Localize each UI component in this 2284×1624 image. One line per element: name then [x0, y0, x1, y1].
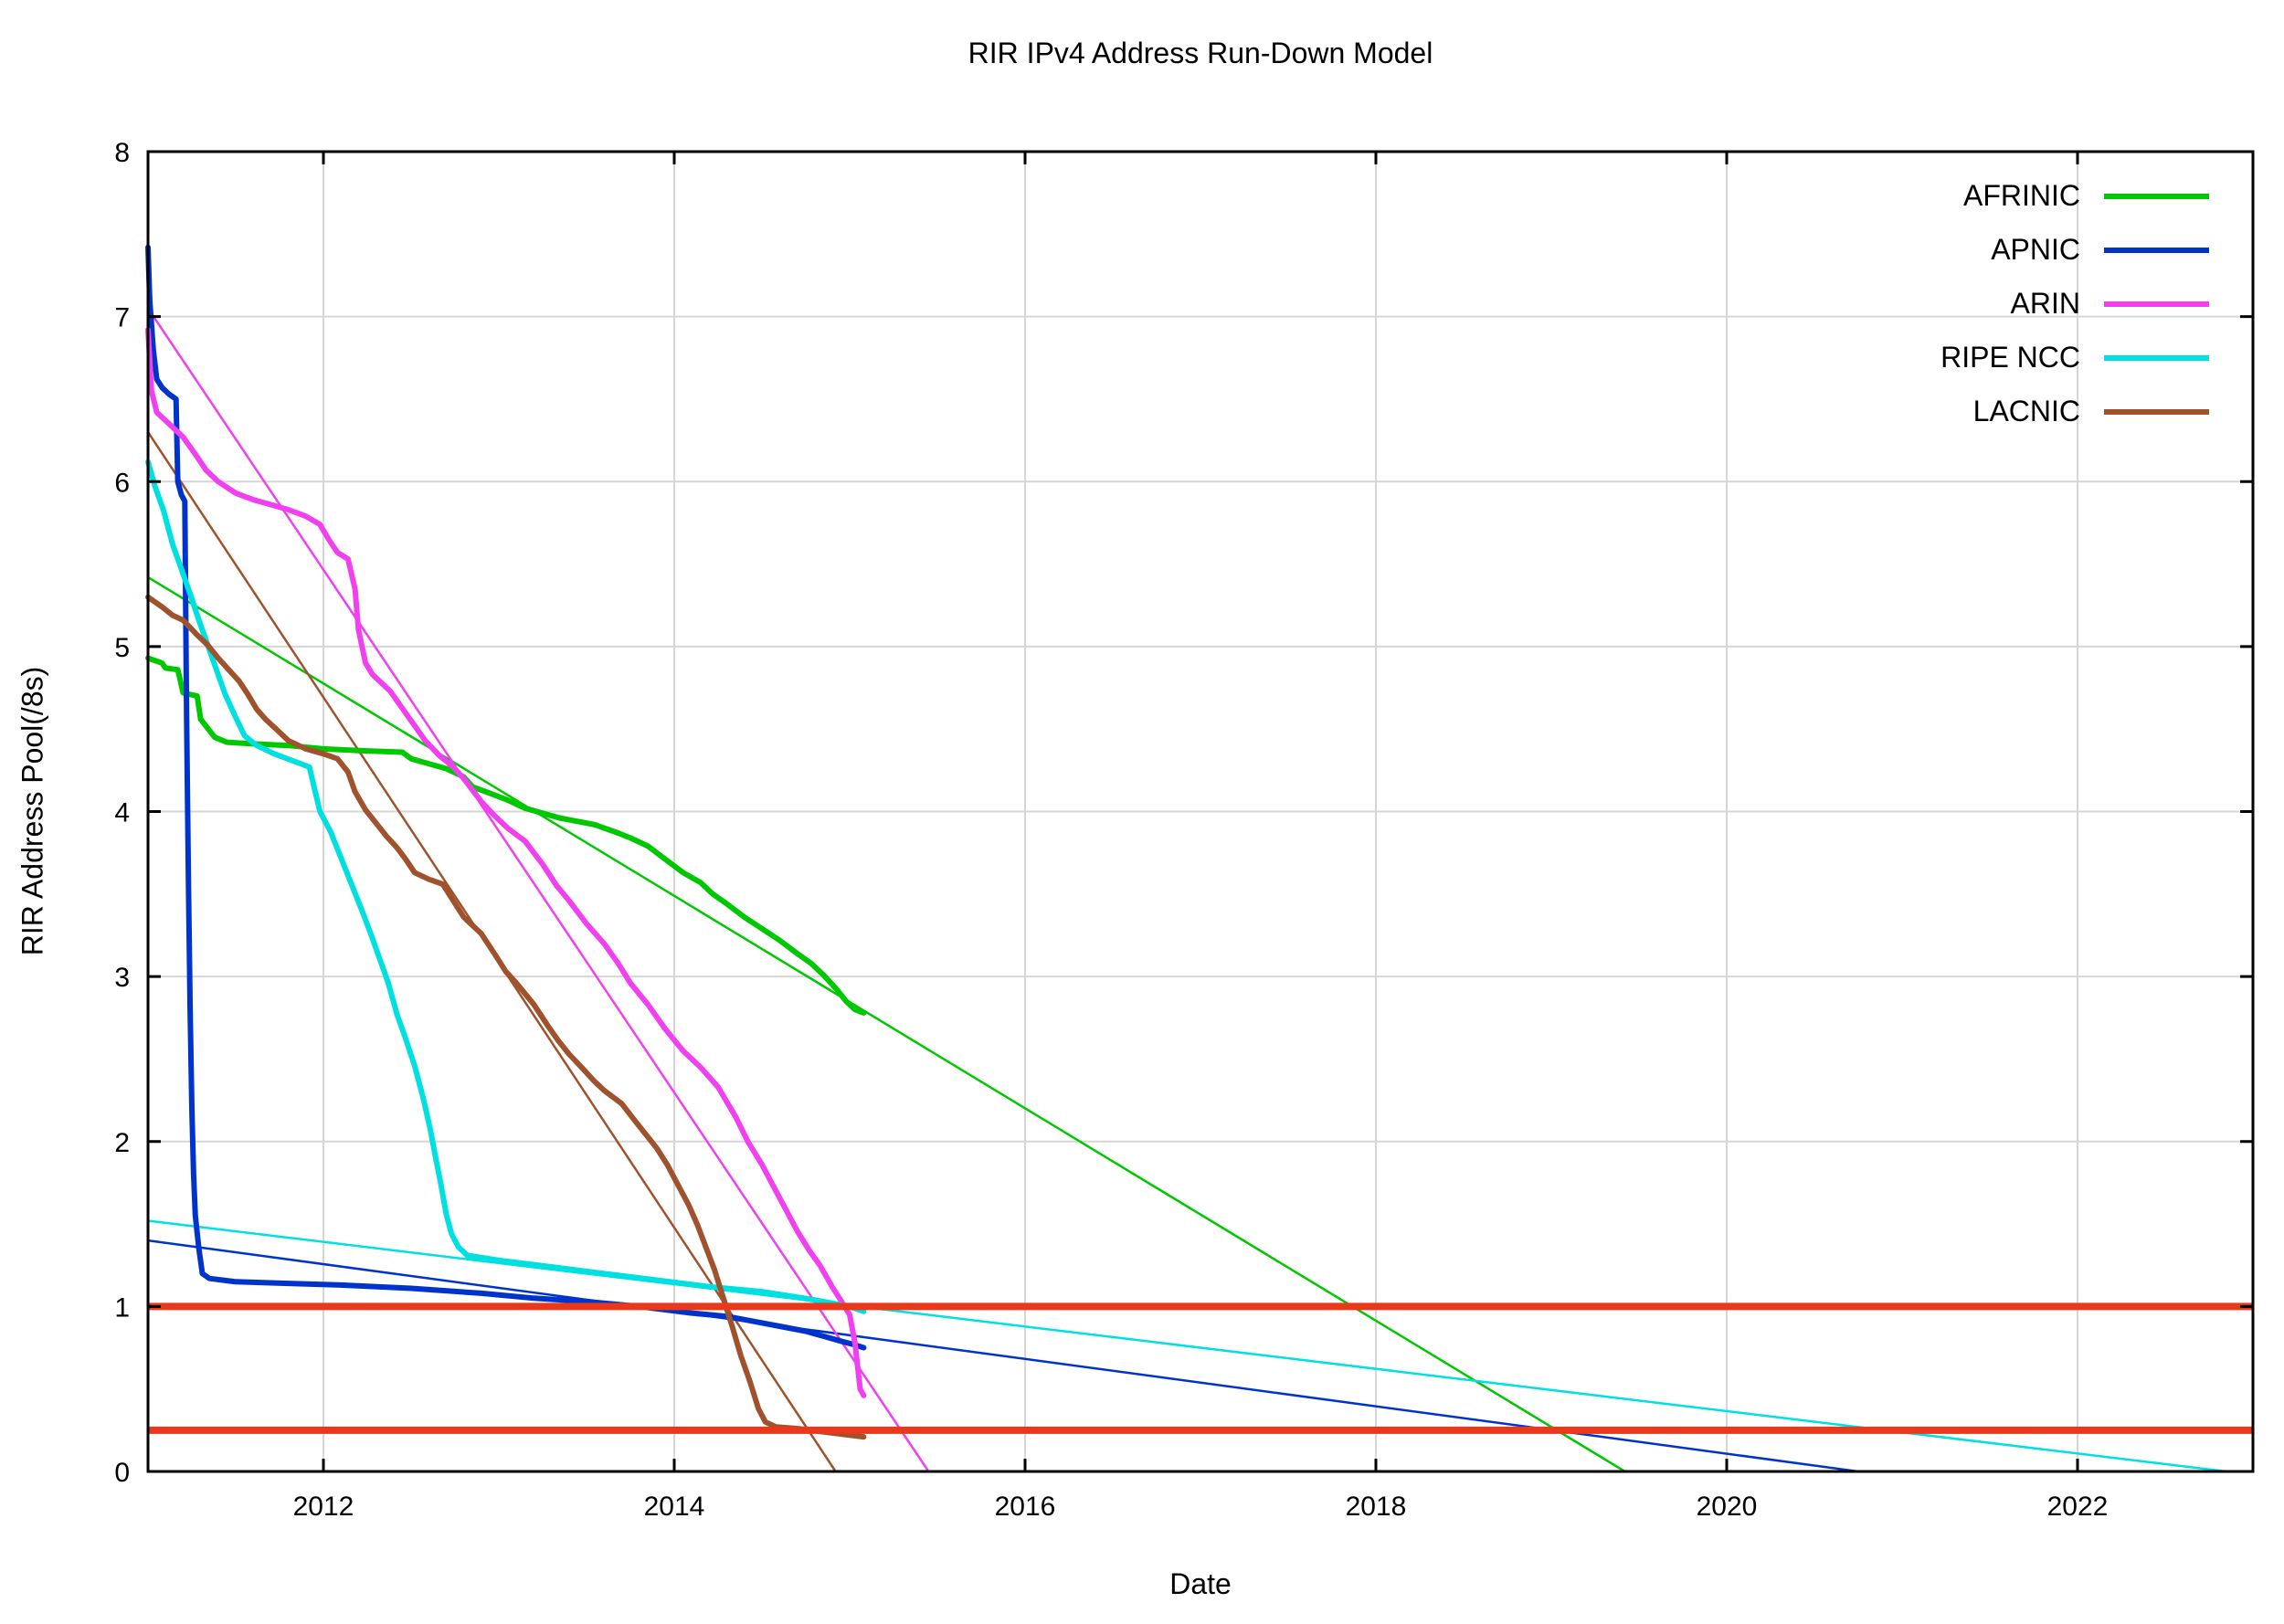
legend-line-swatch: [2104, 301, 2209, 307]
x-tick-label: 2012: [293, 1492, 354, 1522]
series-lacnic: [145, 594, 867, 1440]
y-tick-label: 3: [114, 963, 130, 993]
series-apnic-model: [146, 1239, 1860, 1473]
legend-item-ripe-ncc: RIPE NCC: [1940, 341, 2209, 374]
y-tick-label: 5: [114, 633, 130, 663]
y-tick-label: 1: [114, 1292, 130, 1323]
series-arin-model: [146, 307, 930, 1473]
series-afrinic: [145, 655, 867, 1016]
x-axis-label: Date: [1169, 1567, 1232, 1600]
legend-label: LACNIC: [1972, 395, 2080, 427]
x-tick-label: 2016: [995, 1492, 1056, 1522]
x-tick-label: 2022: [2047, 1492, 2109, 1522]
chart-title: RIR IPv4 Address Run-Down Model: [968, 37, 1433, 69]
y-tick-label: 7: [114, 303, 130, 333]
chart-legend: AFRINIC APNIC ARIN RIPE NCC LACNIC: [1940, 179, 2209, 428]
legend-item-apnic: APNIC: [1991, 233, 2209, 267]
legend-item-lacnic: LACNIC: [1973, 395, 2209, 428]
y-tick-label: 0: [114, 1458, 130, 1488]
legend-line-swatch: [2104, 247, 2209, 253]
y-tick-label: 2: [114, 1128, 130, 1158]
legend-item-arin: ARIN: [2011, 287, 2209, 321]
y-tick-label: 4: [114, 798, 130, 828]
y-axis-label: RIR Address Pool(/8s): [16, 666, 49, 956]
legend-label: ARIN: [2010, 287, 2080, 320]
y-tick-label: 8: [114, 138, 130, 168]
x-tick-label: 2018: [1346, 1492, 1407, 1522]
legend-line-swatch: [2104, 354, 2209, 361]
y-tick-label: 6: [114, 468, 130, 498]
series-ripe-ncc: [145, 459, 867, 1314]
legend-line-swatch: [2104, 408, 2209, 415]
legend-label: RIPE NCC: [1940, 341, 2080, 374]
legend-item-afrinic: AFRINIC: [1963, 179, 2209, 213]
series-arin: [145, 327, 867, 1398]
series-afrinic-model: [146, 575, 1626, 1473]
legend-label: AFRINIC: [1963, 179, 2080, 212]
x-tick-label: 2020: [1697, 1492, 1758, 1522]
legend-line-swatch: [2104, 193, 2209, 199]
legend-label: APNIC: [1991, 233, 2080, 266]
series-apnic: [145, 244, 867, 1351]
x-tick-label: 2014: [644, 1492, 705, 1522]
